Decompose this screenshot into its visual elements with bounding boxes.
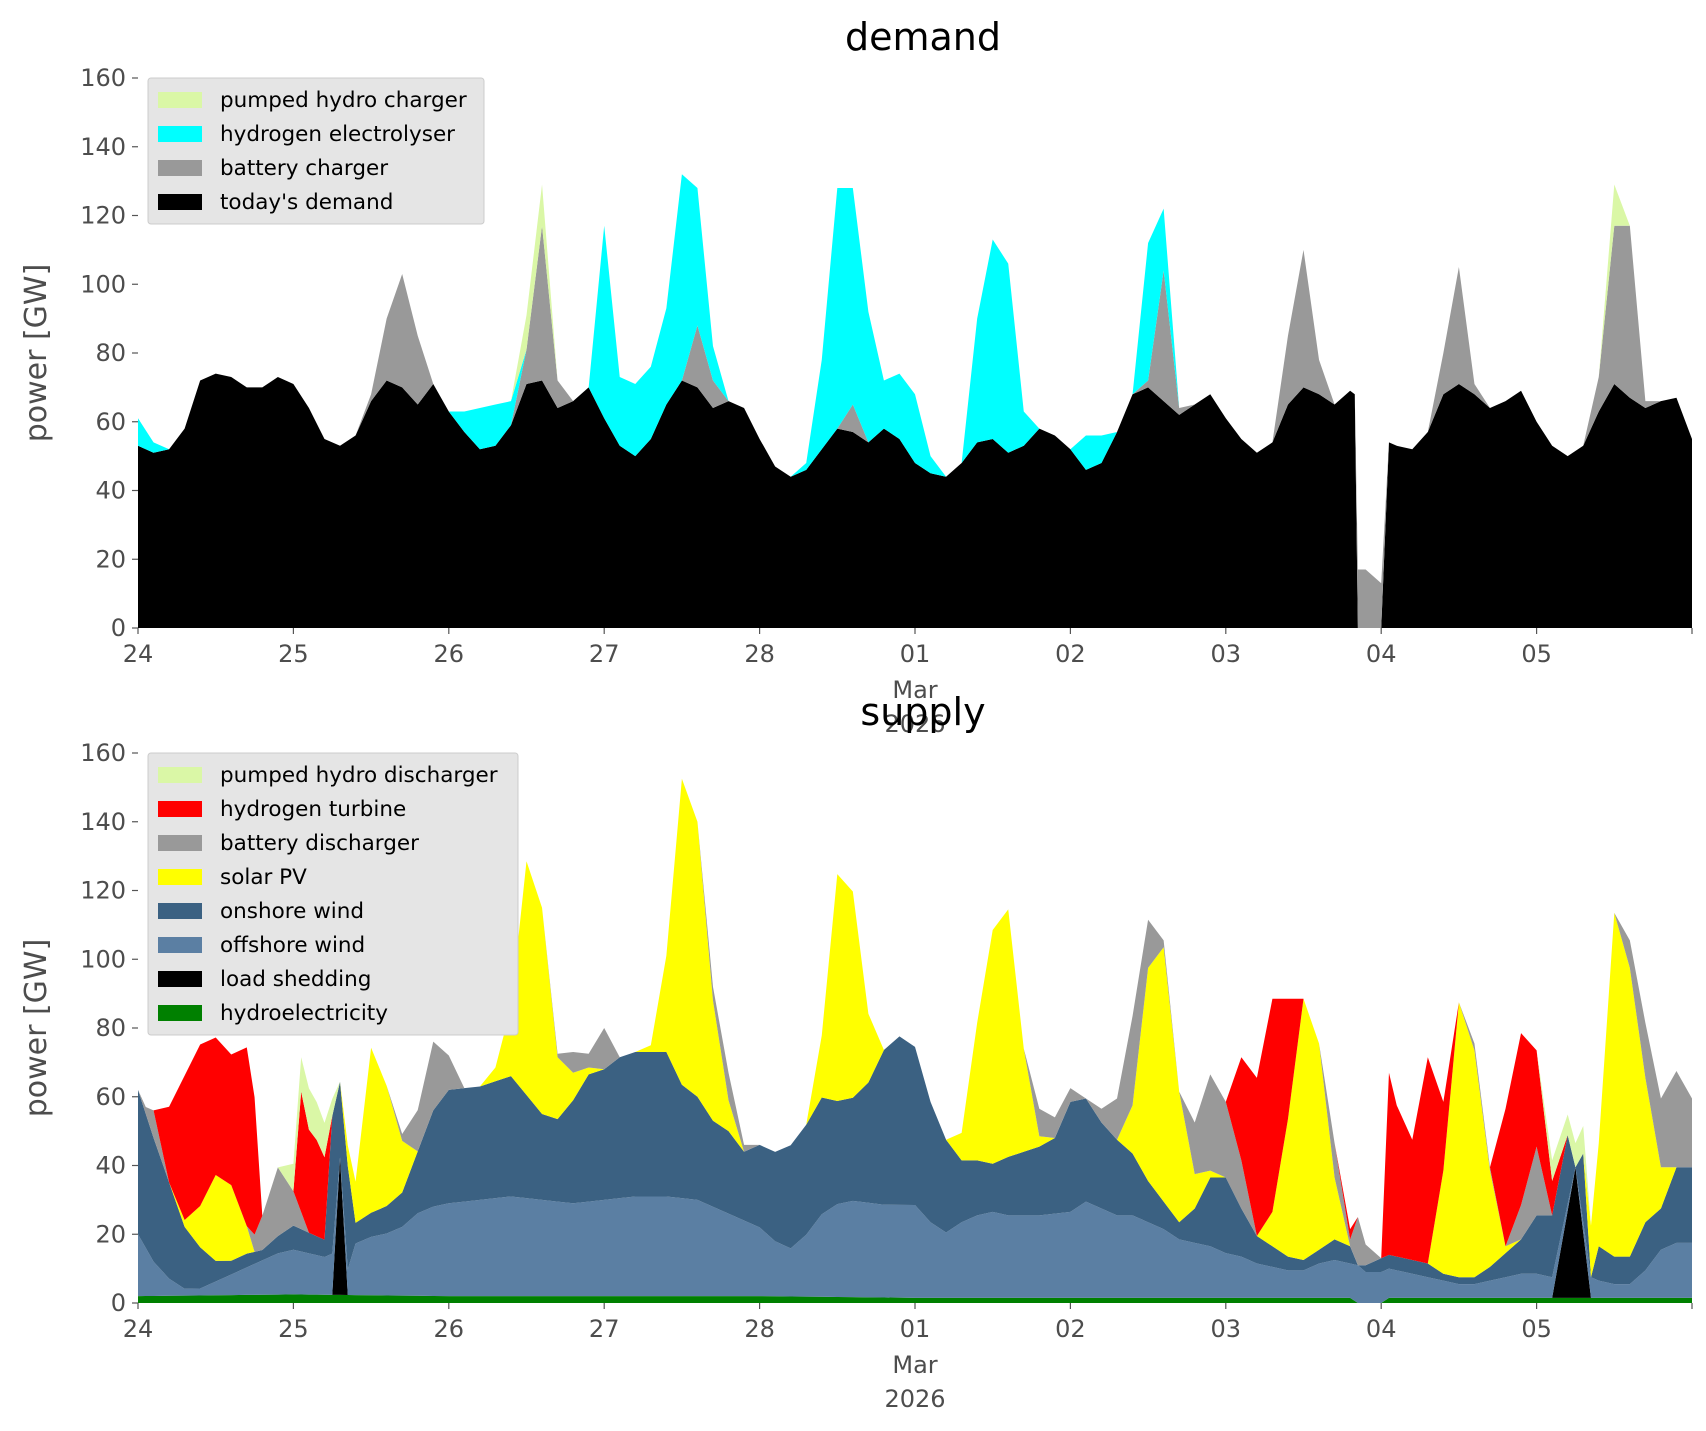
y-tick-label: 60	[95, 1083, 126, 1111]
y-tick-label: 140	[80, 808, 126, 836]
x-tick-label: 25	[278, 1315, 309, 1343]
x-sublabel: 2026	[884, 710, 945, 738]
legend-box	[147, 77, 485, 225]
x-tick-label: 05	[1521, 640, 1552, 668]
area-battery-discharger	[138, 778, 1692, 1266]
legend-swatch-pumped-hydro-discharger	[158, 767, 202, 783]
y-tick-label: 60	[95, 408, 126, 436]
legend-label-hydrogen-electrolyser: hydrogen electrolyser	[220, 122, 455, 147]
x-tick-label: 03	[1211, 1315, 1242, 1343]
x-tick-label: 01	[900, 640, 931, 668]
legend-label-hydrogen-turbine: hydrogen turbine	[220, 797, 406, 822]
legend-swatch-pumped-hydro-charger	[158, 92, 202, 108]
legend-label-pumped-hydro-discharger: pumped hydro discharger	[220, 763, 498, 788]
x-tick-label: 24	[123, 640, 154, 668]
x-tick-label: 27	[589, 1315, 620, 1343]
area-offshore-wind	[138, 1157, 1692, 1303]
y-axis-label: power [GW]	[19, 264, 54, 443]
x-tick-label: 27	[589, 640, 620, 668]
legend-box	[147, 752, 519, 1036]
x-tick-label: 01	[900, 1315, 931, 1343]
x-tick-label: 24	[123, 1315, 154, 1343]
legend-label-pumped-hydro-charger: pumped hydro charger	[220, 88, 467, 113]
legend-label-battery-discharger: battery discharger	[220, 831, 419, 856]
x-sublabel: Mar	[892, 676, 937, 704]
y-tick-label: 20	[95, 1220, 126, 1248]
x-sublabel: 2026	[884, 1385, 945, 1413]
x-tick-label: 28	[744, 640, 775, 668]
area-hydroelectricity	[138, 1294, 1692, 1303]
chart-title: supply	[860, 690, 985, 734]
x-tick-label: 02	[1055, 640, 1086, 668]
legend-label-onshore-wind: onshore wind	[220, 899, 364, 924]
y-tick-label: 0	[111, 1289, 126, 1317]
chart-title: demand	[845, 15, 1001, 59]
y-axis-label: power [GW]	[19, 939, 54, 1118]
area-today-s-demand	[138, 373, 1692, 628]
y-tick-label: 20	[95, 545, 126, 573]
x-tick-label: 04	[1366, 1315, 1397, 1343]
legend-label-hydroelectricity: hydroelectricity	[220, 1001, 388, 1026]
legend-swatch-hydroelectricity	[158, 1005, 202, 1021]
y-tick-label: 0	[111, 614, 126, 642]
legend-swatch-battery-discharger	[158, 835, 202, 851]
y-tick-label: 40	[95, 1152, 126, 1180]
legend-swatch-hydrogen-electrolyser	[158, 126, 202, 142]
y-tick-label: 140	[80, 133, 126, 161]
x-tick-label: 25	[278, 640, 309, 668]
legend-label-solar-pv: solar PV	[220, 865, 307, 890]
y-tick-label: 160	[80, 739, 126, 767]
y-tick-label: 80	[95, 1014, 126, 1042]
legend-swatch-hydrogen-turbine	[158, 801, 202, 817]
legend-label-battery-charger: battery charger	[220, 156, 388, 181]
x-tick-label: 28	[744, 1315, 775, 1343]
area-layers	[138, 778, 1692, 1303]
y-tick-label: 120	[80, 877, 126, 905]
y-tick-label: 100	[80, 945, 126, 973]
x-sublabel: Mar	[892, 1351, 937, 1379]
legend: pumped hydro discharger hydrogen turbine b…	[147, 752, 519, 1036]
x-tick-label: 26	[434, 1315, 465, 1343]
legend-label-offshore-wind: offshore wind	[220, 933, 365, 958]
y-tick-label: 80	[95, 339, 126, 367]
y-tick-label: 40	[95, 477, 126, 505]
legend-swatch-battery-charger	[158, 160, 202, 176]
legend-swatch-solar-pv	[158, 869, 202, 885]
legend-swatch-onshore-wind	[158, 903, 202, 919]
legend: pumped hydro charger hydrogen electrolyse…	[147, 77, 485, 225]
x-tick-label: 26	[434, 640, 465, 668]
y-tick-label: 100	[80, 270, 126, 298]
area-battery-charger	[138, 225, 1692, 628]
legend-label-today-s-demand: today's demand	[220, 190, 393, 215]
x-tick-label: 03	[1211, 640, 1242, 668]
area-layers	[138, 174, 1692, 628]
x-tick-label: 04	[1366, 640, 1397, 668]
legend-swatch-load-shedding	[158, 971, 202, 987]
y-tick-label: 160	[80, 64, 126, 92]
legend-swatch-offshore-wind	[158, 937, 202, 953]
area-solar-pv	[138, 778, 1692, 1278]
x-tick-label: 05	[1521, 1315, 1552, 1343]
area-onshore-wind	[138, 1036, 1692, 1289]
x-tick-label: 02	[1055, 1315, 1086, 1343]
y-tick-label: 120	[80, 202, 126, 230]
legend-swatch-today-s-demand	[158, 194, 202, 210]
legend-label-load-shedding: load shedding	[220, 967, 371, 992]
